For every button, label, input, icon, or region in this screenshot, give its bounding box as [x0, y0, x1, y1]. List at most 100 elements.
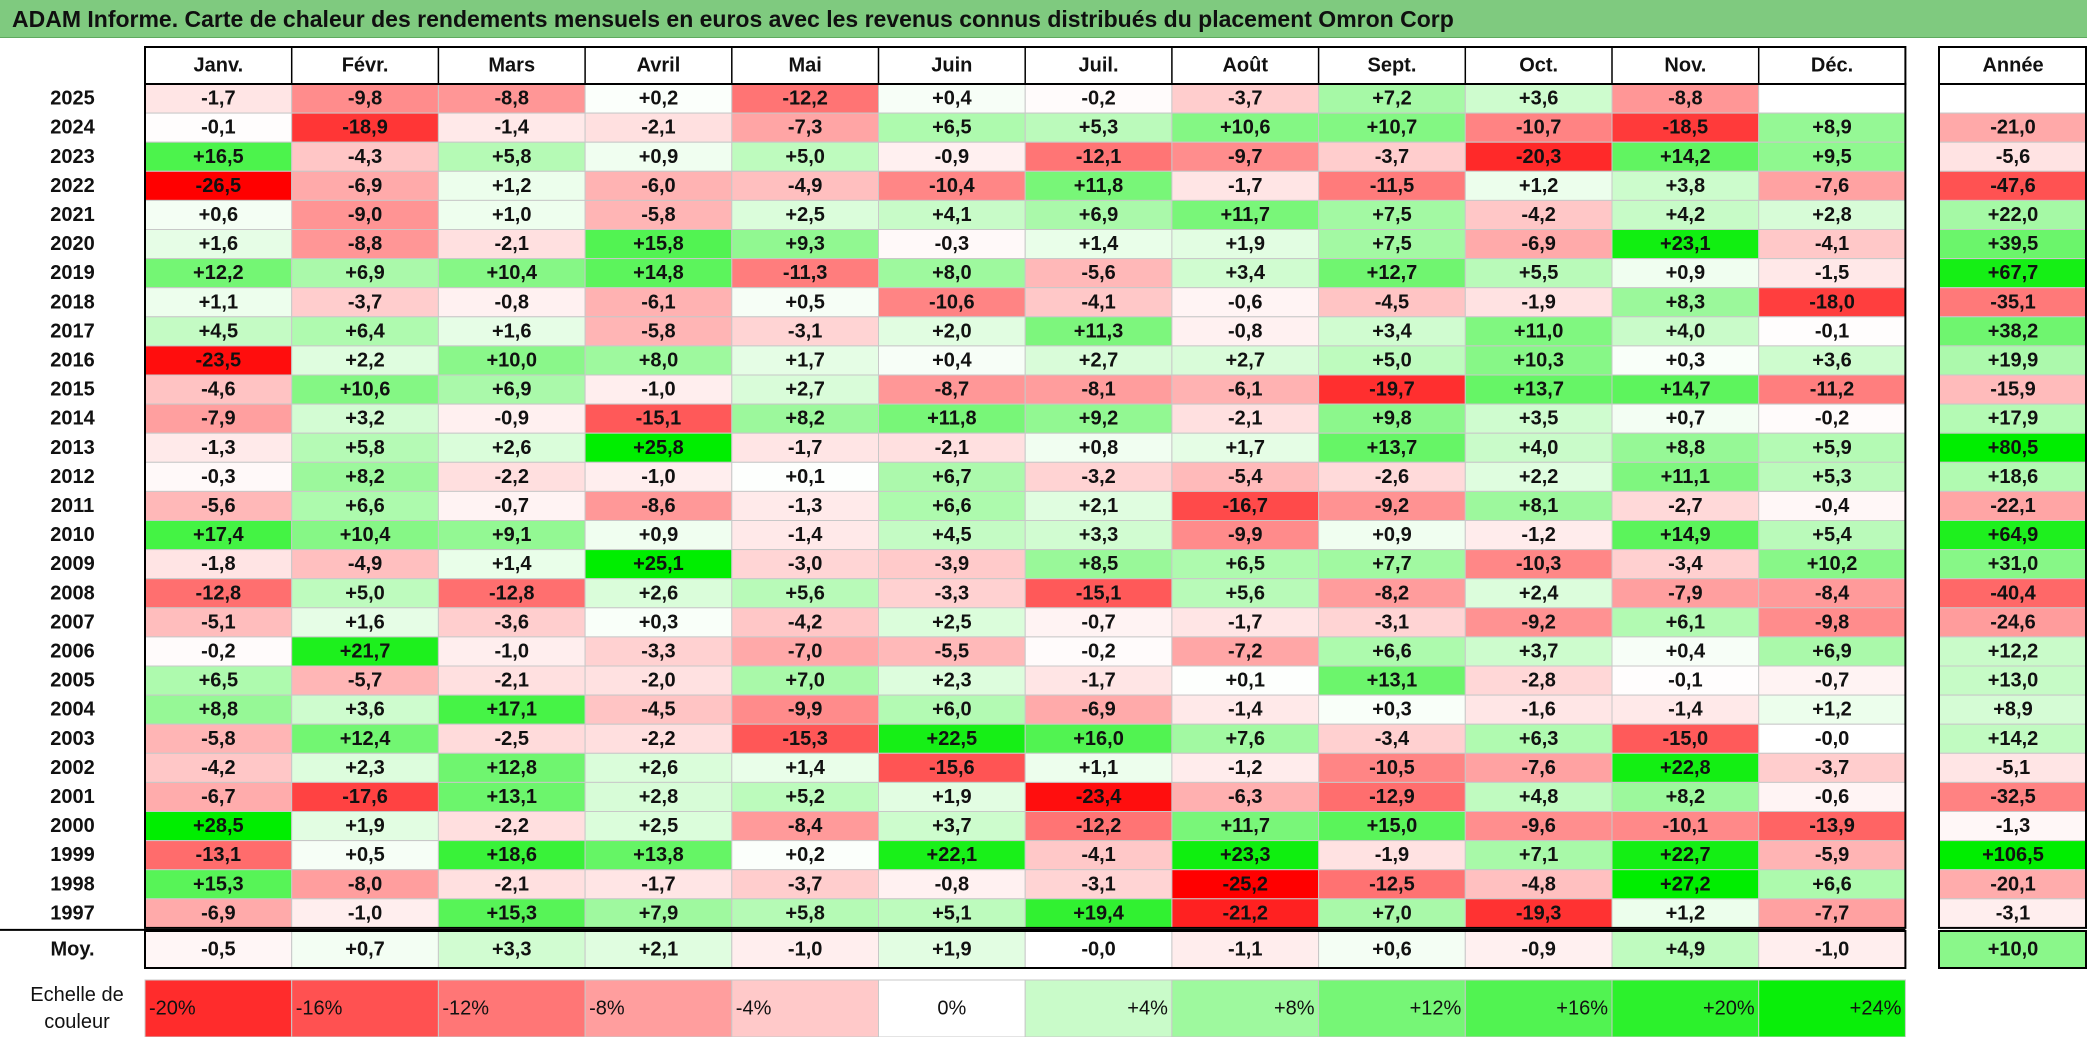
- annual-cell: [1938, 345, 2087, 376]
- year-label: 2022: [50, 175, 95, 197]
- average-value: -0,9: [1521, 939, 1555, 961]
- average-value: +0,6: [1372, 939, 1411, 961]
- cell-value: +11,0: [1514, 320, 1564, 342]
- heatmap-cell: [1318, 170, 1466, 201]
- heatmap-cell: [1611, 549, 1760, 580]
- cell-value: -6,9: [201, 902, 235, 924]
- heatmap-cell: [144, 665, 293, 696]
- cell-value: -5,6: [201, 495, 235, 517]
- average-cell: [1024, 930, 1173, 969]
- heatmap-cell: [731, 898, 879, 929]
- cell-value: +1,6: [492, 320, 531, 342]
- cell-value: -1,4: [495, 117, 530, 139]
- cell-value: -18,9: [342, 117, 388, 139]
- cell-value: -4,3: [348, 146, 382, 168]
- cell-value: -12,9: [1369, 786, 1415, 808]
- heatmap-cell: [437, 461, 586, 492]
- cell-value: +3,5: [1519, 408, 1558, 430]
- cell-value: +2,5: [785, 204, 824, 226]
- heatmap-cell: [1318, 840, 1466, 871]
- heatmap-cell: [1464, 781, 1613, 813]
- average-value: +0,7: [345, 939, 384, 961]
- cell-value: -1,4: [1228, 699, 1263, 721]
- cell-value: -4,1: [1815, 233, 1849, 255]
- cell-value: -1,9: [1521, 291, 1555, 313]
- heatmap-cell: [144, 781, 293, 813]
- cell-value: +1,2: [1666, 902, 1705, 924]
- heatmap-cell: [291, 141, 439, 172]
- cell-value: -10,5: [1369, 757, 1415, 779]
- cell-value: -6,1: [641, 291, 675, 313]
- cell-value: +0,9: [639, 524, 678, 546]
- cell-value: +5,4: [1812, 524, 1852, 546]
- year-label: 2016: [50, 349, 95, 371]
- heatmap-cell: [1318, 665, 1466, 696]
- annual-cell: [1938, 287, 2087, 318]
- year-label: 2023: [50, 146, 95, 168]
- cell-value: +1,7: [785, 349, 824, 371]
- cell-value: -26,5: [196, 175, 242, 197]
- heatmap-cell: [291, 490, 439, 521]
- annual-cell: [1938, 403, 2087, 434]
- cell-value: -5,9: [1815, 844, 1849, 866]
- annual-value: -24,6: [1990, 611, 2036, 633]
- heatmap-cell: [291, 898, 439, 929]
- cell-value: +6,0: [932, 699, 971, 721]
- cell-value: -2,0: [641, 670, 675, 692]
- heatmap-cell: [1024, 607, 1173, 638]
- annual-cell: [1938, 199, 2087, 230]
- cell-value: +8,3: [1666, 291, 1705, 313]
- heatmap-cell: [144, 869, 293, 900]
- cell-value: +7,5: [1372, 233, 1411, 255]
- cell-value: +1,2: [1519, 175, 1558, 197]
- cell-value: -1,3: [788, 495, 822, 517]
- heatmap-cell: [144, 374, 293, 405]
- cell-value: -0,8: [935, 873, 969, 895]
- month-header: Sept.: [1367, 55, 1416, 77]
- cell-value: +10,6: [1220, 117, 1271, 139]
- cell-value: +22,1: [927, 844, 978, 866]
- cell-value: -7,6: [1521, 757, 1555, 779]
- heatmap-cell: [291, 869, 439, 900]
- heatmap-cell: [437, 287, 586, 318]
- cell-value: +1,6: [345, 611, 384, 633]
- year-label: 2011: [51, 495, 94, 517]
- cell-value: +1,4: [1079, 233, 1119, 255]
- heatmap-cell: [1758, 549, 1906, 580]
- cell-value: -6,7: [201, 786, 235, 808]
- cell-value: -1,2: [1521, 524, 1555, 546]
- heatmap-cell: [144, 490, 293, 521]
- cell-value: -23,5: [196, 349, 242, 371]
- year-label: 2005: [50, 670, 95, 692]
- annual-value: +18,6: [1988, 466, 2039, 488]
- cell-value: +6,6: [932, 495, 971, 517]
- cell-value: +0,5: [345, 844, 384, 866]
- heatmap-cell: [1464, 752, 1613, 783]
- heatmap-cell: [731, 840, 879, 871]
- cell-value: +16,5: [193, 146, 244, 168]
- cell-value: -0,2: [1081, 88, 1115, 110]
- heatmap-cell: [437, 258, 586, 289]
- heatmap-cell: [1611, 898, 1760, 929]
- color-scale-label-value: 0%: [937, 998, 966, 1020]
- heatmap-cell: [1464, 432, 1613, 463]
- heatmap-cell: [1318, 374, 1466, 405]
- heatmap-cell: [1171, 665, 1320, 696]
- cell-value: +2,7: [1226, 349, 1265, 371]
- heatmap-cell: [1318, 490, 1466, 521]
- month-header: Févr.: [342, 55, 389, 77]
- cell-value: -12,5: [1369, 873, 1415, 895]
- cell-value: -10,4: [929, 175, 975, 197]
- heatmap-cell: [291, 287, 439, 318]
- cell-value: +4,0: [1666, 320, 1705, 342]
- cell-value: +15,0: [1367, 815, 1418, 837]
- cell-value: +8,1: [1519, 495, 1558, 517]
- cell-value: +6,6: [345, 495, 384, 517]
- cell-value: +1,2: [492, 175, 531, 197]
- cell-value: -3,2: [1081, 466, 1115, 488]
- annual-cell: [1938, 170, 2087, 201]
- cell-value: -3,1: [1081, 873, 1115, 895]
- cell-value: -4,5: [1375, 291, 1409, 313]
- cell-value: +27,2: [1660, 873, 1711, 895]
- cell-value: +17,4: [193, 524, 244, 546]
